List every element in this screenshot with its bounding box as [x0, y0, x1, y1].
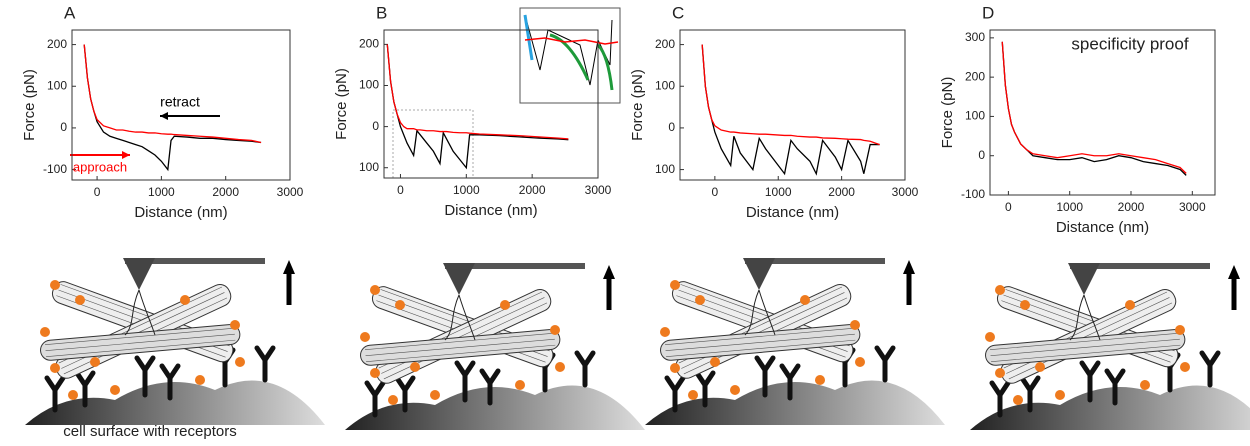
- x-tick-label: 1000: [453, 183, 480, 197]
- y-axis-label: Force (pN): [333, 68, 350, 140]
- x-tick-label: 2000: [1118, 200, 1145, 214]
- series-line: [386, 44, 569, 140]
- panel-label: C: [672, 3, 684, 22]
- y-tick-label: 0: [60, 120, 67, 134]
- series-line: [83, 44, 262, 172]
- illustration: [645, 258, 945, 425]
- y-tick-label: 100: [655, 162, 675, 176]
- y-tick-label: 200: [359, 37, 379, 51]
- series-arrowhead: [160, 112, 168, 120]
- x-tick-label: 3000: [1179, 200, 1206, 214]
- x-tick-label: 0: [397, 183, 404, 197]
- series-line: [701, 44, 880, 176]
- panel-label: A: [64, 3, 76, 22]
- y-tick-label: 100: [965, 109, 985, 123]
- series-line: [83, 44, 262, 144]
- y-tick-label: 0: [978, 148, 985, 162]
- x-tick-label: 3000: [277, 185, 304, 199]
- x-tick-label: 1000: [148, 185, 175, 199]
- plot-frame: [383, 29, 599, 179]
- x-tick-label: 0: [94, 185, 101, 199]
- x-axis-label: Distance (nm): [1056, 219, 1149, 236]
- inset-fit: [523, 14, 534, 61]
- series-arrowhead: [122, 151, 130, 159]
- zoom-box: [392, 109, 474, 179]
- plot-frame: [71, 29, 291, 181]
- y-tick-label: 0: [668, 120, 675, 134]
- y-axis-label: Force (pN): [939, 77, 956, 149]
- x-tick-label: 1000: [1056, 200, 1083, 214]
- x-tick-label: 3000: [585, 183, 612, 197]
- series-line: [1001, 41, 1187, 174]
- annotation: specificity proof: [1071, 34, 1188, 53]
- illustration: [25, 258, 325, 425]
- series-line: [386, 44, 569, 170]
- x-tick-label: 0: [1005, 200, 1012, 214]
- panel-label: D: [982, 3, 994, 22]
- x-tick-label: 1000: [765, 185, 792, 199]
- panel-label: B: [376, 3, 387, 22]
- inset-trace: [524, 37, 619, 45]
- y-axis-label: Force (pN): [629, 69, 646, 141]
- illustration: [345, 263, 645, 430]
- y-tick-label: 200: [47, 37, 67, 51]
- y-tick-label: 0: [372, 119, 379, 133]
- series-label: approach: [73, 159, 127, 174]
- illustration: [970, 263, 1250, 430]
- y-axis-label: Force (pN): [21, 69, 38, 141]
- y-tick-label: 100: [47, 78, 67, 92]
- x-axis-label: Distance (nm): [134, 204, 227, 221]
- x-tick-label: 2000: [828, 185, 855, 199]
- inset-fit: [549, 33, 614, 91]
- series-line: [701, 44, 880, 146]
- inset-trace: [524, 14, 613, 86]
- y-tick-label: 100: [655, 78, 675, 92]
- y-tick-label: 100: [359, 78, 379, 92]
- y-tick-label: 200: [965, 69, 985, 83]
- x-axis-label: Distance (nm): [444, 202, 537, 219]
- y-tick-label: -100: [961, 187, 985, 201]
- plot-frame: [989, 29, 1216, 196]
- x-tick-label: 2000: [212, 185, 239, 199]
- x-axis-label: Distance (nm): [746, 204, 839, 221]
- y-tick-label: 300: [965, 30, 985, 44]
- x-tick-label: 3000: [892, 185, 919, 199]
- y-tick-label: 100: [359, 160, 379, 174]
- y-tick-label: -100: [43, 162, 67, 176]
- y-tick-label: 200: [655, 37, 675, 51]
- caption: cell surface with receptors: [63, 423, 236, 440]
- plot-frame: [679, 29, 906, 181]
- series-label: retract: [160, 94, 200, 110]
- x-tick-label: 2000: [519, 183, 546, 197]
- x-tick-label: 0: [712, 185, 719, 199]
